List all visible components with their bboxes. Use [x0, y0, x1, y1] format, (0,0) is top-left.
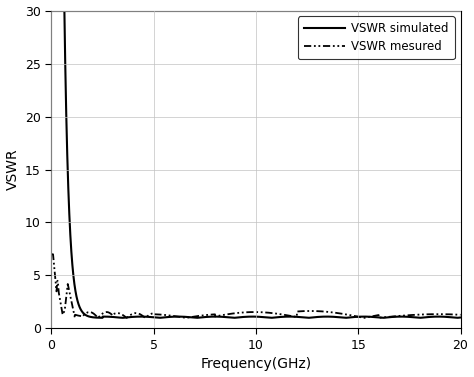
X-axis label: Frequency(GHz): Frequency(GHz) [201, 357, 311, 371]
VSWR simulated [220, 315, 226, 319]
VSWR simulated [425, 315, 430, 319]
VSWR mesured [361, 316, 367, 320]
VSWR mesured [346, 313, 352, 317]
VSWR simulated [343, 316, 348, 320]
VSWR mesured [458, 313, 464, 317]
VSWR simulated [243, 314, 249, 319]
VSWR mesured [224, 312, 229, 317]
Y-axis label: VSWR: VSWR [6, 149, 19, 190]
Legend: VSWR simulated, VSWR mesured: VSWR simulated, VSWR mesured [298, 17, 455, 59]
VSWR simulated [458, 315, 464, 320]
VSWR mesured [49, 252, 55, 257]
VSWR mesured [445, 312, 451, 317]
VSWR simulated [445, 315, 451, 319]
VSWR mesured [425, 312, 430, 317]
Line: VSWR simulated: VSWR simulated [52, 0, 461, 318]
Line: VSWR mesured: VSWR mesured [52, 254, 461, 318]
VSWR mesured [220, 313, 226, 317]
VSWR simulated [346, 315, 352, 320]
VSWR mesured [243, 310, 249, 314]
VSWR simulated [224, 315, 229, 319]
